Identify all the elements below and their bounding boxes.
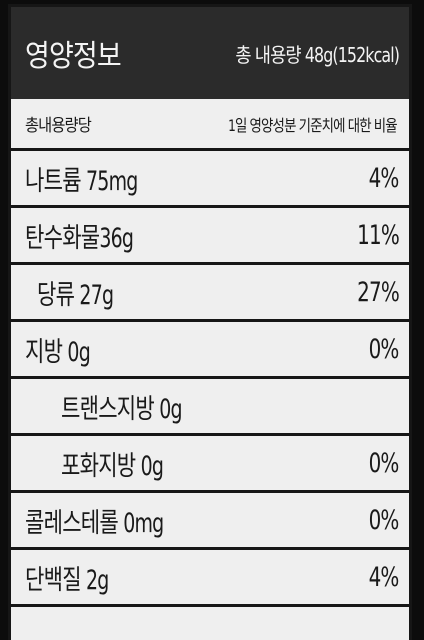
nutrition-title: 영양정보 [25,39,122,74]
nutrient-percent: 27% [357,276,400,308]
nutrient-percent: 4% [369,162,400,194]
nutrition-facts-label: 영양정보 총 내용량 48g(152kcal) 총내용량당 1일 영양성분 기준… [8,4,412,640]
nutrient-name: 단백질 2g [25,564,109,596]
nutrient-row-cholesterol: 콜레스테롤 0mg 0% [11,493,409,550]
nutrient-percent: 0% [369,333,400,365]
nutrient-name: 당류 27g [37,279,114,311]
nutrient-name: 탄수화물36g [25,222,134,254]
nutrient-row-trans-fat: 트랜스지방 0g [11,379,409,436]
per-total-label: 총내용량당 [25,116,92,136]
nutrient-name: 지방 0g [25,336,91,368]
nutrient-name: 콜레스테롤 0mg [25,507,164,539]
nutrient-name: 나트륨 75mg [25,165,138,197]
serving-size: 총 내용량 48g(152kcal) [235,42,400,67]
nutrient-row-sodium: 나트륨 75mg 4% [11,151,409,208]
nutrient-row-saturated-fat: 포화지방 0g 0% [11,436,409,493]
nutrition-header: 영양정보 총 내용량 48g(152kcal) [11,7,409,99]
nutrient-percent: 4% [369,561,400,593]
daily-value-label: 1일 영양성분 기준치에 대한 비율 [228,115,398,135]
nutrient-percent: 0% [369,447,400,479]
nutrient-row-sugars: 당류 27g 27% [11,265,409,322]
nutrient-row-fat: 지방 0g 0% [11,322,409,379]
nutrient-row-protein: 단백질 2g 4% [11,550,409,607]
nutrient-name: 트랜스지방 0g [61,393,183,425]
nutrient-percent: 11% [357,219,400,251]
nutrient-percent: 0% [369,504,400,536]
nutrition-footer [11,607,409,637]
nutrient-row-carbohydrate: 탄수화물36g 11% [11,208,409,265]
nutrition-subheader: 총내용량당 1일 영양성분 기준치에 대한 비율 [11,99,409,151]
nutrient-name: 포화지방 0g [61,450,164,482]
